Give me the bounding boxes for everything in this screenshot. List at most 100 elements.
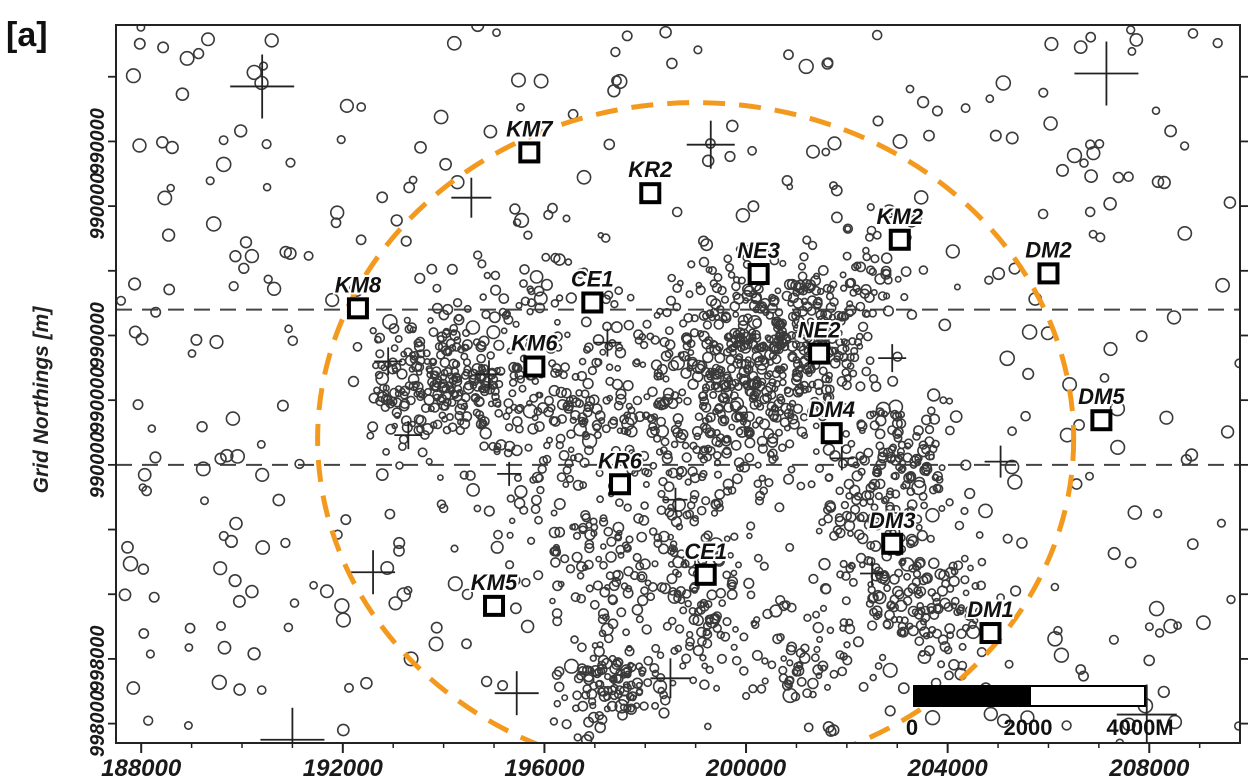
y-tick-label: 990000	[87, 302, 109, 369]
seismic-event	[710, 509, 719, 517]
seismic-event	[196, 421, 208, 433]
seismic-event	[672, 427, 684, 439]
seismic-event	[949, 410, 963, 423]
seismic-event	[761, 343, 769, 351]
seismic-event	[552, 331, 563, 342]
seismic-event	[984, 275, 994, 285]
seismic-event	[672, 302, 682, 312]
seismic-event	[701, 662, 709, 670]
seismic-event	[336, 723, 350, 737]
seismic-event	[726, 364, 737, 374]
seismic-event	[576, 571, 585, 580]
seismic-event	[541, 252, 551, 262]
seismic-event	[822, 392, 832, 402]
seismic-event	[442, 397, 452, 407]
seismic-event	[631, 677, 644, 689]
seismic-event	[709, 298, 722, 310]
seismic-event	[594, 721, 607, 734]
seismic-event	[578, 522, 588, 533]
seismic-event	[812, 378, 825, 391]
seismic-event	[956, 628, 967, 640]
seismic-event	[866, 203, 875, 212]
seismic-event	[703, 452, 713, 462]
seismic-event	[244, 248, 260, 264]
seismic-event	[756, 402, 765, 411]
seismic-event	[960, 459, 972, 471]
seismic-event	[683, 396, 692, 406]
seismic-event	[768, 294, 780, 306]
seismic-event	[1020, 410, 1031, 422]
seismic-event	[490, 540, 504, 554]
seismic-event	[744, 452, 755, 463]
seismic-event	[533, 285, 545, 297]
seismic-event	[509, 574, 521, 587]
seismic-event	[872, 115, 884, 127]
seismic-event	[651, 701, 660, 710]
seismic-event	[615, 388, 627, 400]
seismic-event	[491, 392, 500, 402]
seismic-event	[423, 394, 435, 406]
seismic-event	[945, 425, 955, 436]
seismic-event	[486, 325, 501, 340]
seismic-event	[723, 254, 733, 264]
blast-cross	[1116, 684, 1177, 743]
seismic-event	[234, 124, 248, 138]
seismic-event	[650, 425, 660, 436]
seismic-event	[696, 505, 707, 516]
seismic-event	[939, 641, 951, 653]
seismic-event	[676, 467, 685, 475]
seismic-event	[511, 334, 520, 343]
seismic-event	[682, 510, 692, 520]
seismic-event	[225, 411, 241, 426]
seismic-event	[519, 279, 528, 288]
seismic-event	[461, 588, 474, 601]
seismic-event	[264, 33, 279, 48]
seismic-event	[553, 699, 562, 708]
seismic-event	[663, 481, 675, 493]
seismic-event	[967, 564, 974, 572]
seismic-event	[375, 396, 386, 407]
seismic-event	[674, 644, 683, 653]
blast-cross	[1074, 41, 1139, 106]
seismic-event	[340, 514, 352, 526]
seismic-event	[900, 266, 912, 277]
seismic-event	[926, 406, 936, 416]
seismic-event	[771, 369, 781, 379]
seismic-event	[891, 417, 903, 429]
seismic-event	[521, 577, 531, 588]
seismic-event	[746, 532, 753, 540]
seismic-event	[580, 316, 592, 328]
seismic-event	[846, 362, 855, 370]
seismic-event	[783, 424, 791, 432]
seismic-event	[866, 620, 878, 631]
seismic-event	[238, 262, 250, 274]
seismic-event	[622, 628, 630, 637]
seismic-event	[750, 619, 758, 627]
seismic-event	[449, 329, 461, 341]
seismic-event	[567, 446, 575, 454]
station-ne2: NE2	[796, 316, 843, 365]
station-label: NE2	[798, 318, 842, 343]
seismic-event	[577, 642, 587, 653]
seismic-event	[652, 434, 662, 443]
station-label: KM8	[335, 272, 382, 297]
seismic-event	[845, 618, 854, 627]
seismic-event	[404, 381, 414, 390]
seismic-event	[427, 405, 435, 413]
seismic-event	[666, 573, 678, 585]
seismic-event	[872, 230, 882, 240]
seismic-event	[829, 297, 839, 307]
seismic-event	[761, 677, 769, 685]
seismic-event	[779, 259, 787, 268]
seismic-event	[368, 392, 380, 404]
x-tick-label: 192000	[303, 755, 384, 782]
seismic-event	[216, 620, 227, 631]
seismic-event	[920, 605, 931, 616]
seismic-event	[758, 474, 766, 482]
seismic-event	[771, 405, 779, 413]
seismic-event	[950, 567, 959, 576]
seismic-event	[737, 320, 749, 331]
seismic-event	[671, 497, 686, 512]
seismic-event	[579, 457, 590, 468]
seismic-event	[713, 429, 721, 437]
